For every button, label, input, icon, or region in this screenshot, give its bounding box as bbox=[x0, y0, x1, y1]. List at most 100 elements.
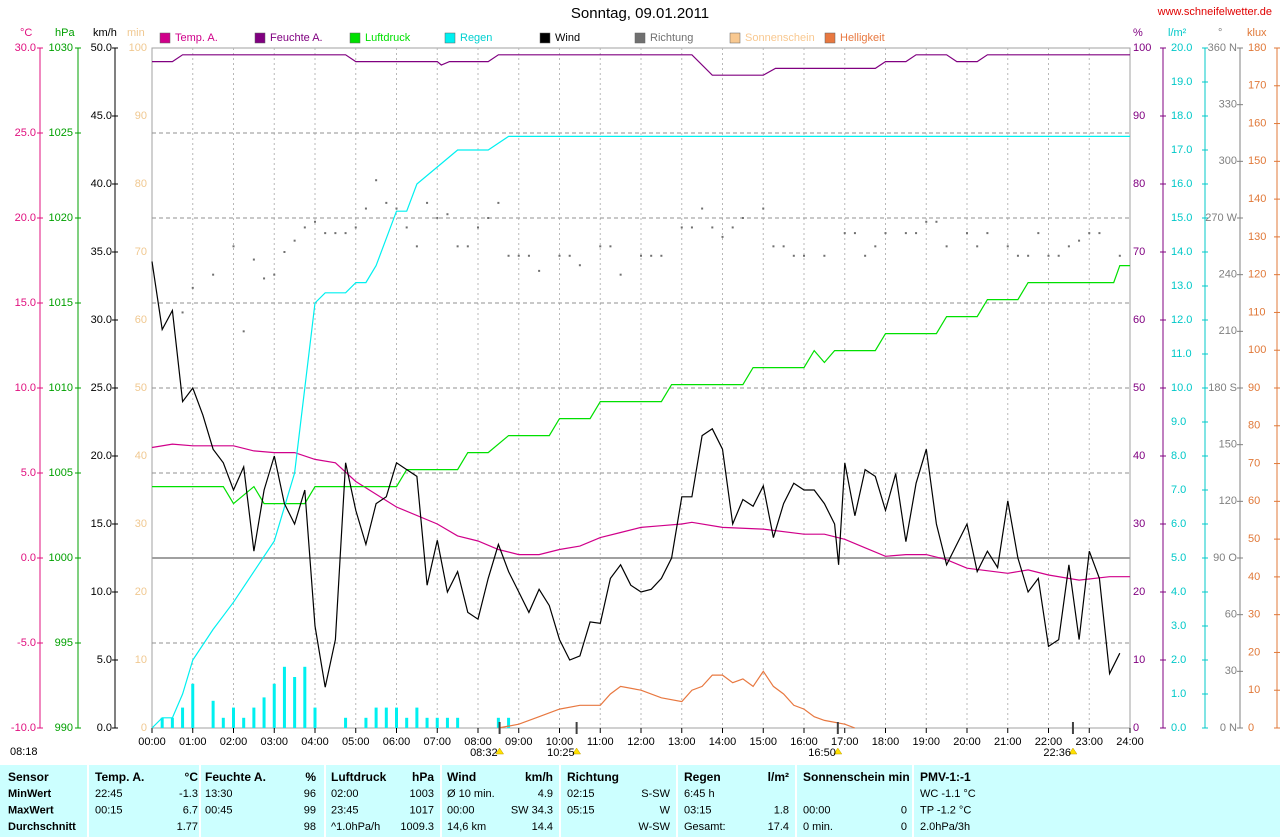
direction-dot bbox=[446, 213, 449, 216]
y-tick-label: 1005 bbox=[49, 467, 73, 479]
y-tick-label: 45.0 bbox=[91, 110, 112, 122]
table-cell: 0 bbox=[901, 804, 907, 816]
y-tick-label: 2.0 bbox=[1171, 654, 1186, 666]
series-line bbox=[498, 670, 856, 729]
rain-bar bbox=[344, 717, 348, 728]
direction-dot bbox=[466, 245, 469, 248]
annotation-label: 10:25 bbox=[547, 747, 575, 759]
direction-dot bbox=[1016, 254, 1019, 257]
rain-bar bbox=[242, 717, 246, 728]
direction-dot bbox=[874, 245, 877, 248]
y-tick-label: 10 bbox=[1133, 654, 1145, 666]
y-tick-label: 0 N bbox=[1220, 722, 1237, 734]
direction-dot bbox=[477, 226, 479, 229]
legend-label: Wind bbox=[555, 32, 580, 44]
y-tick-label: 19.0 bbox=[1171, 76, 1192, 88]
direction-dot bbox=[966, 232, 968, 235]
y-tick-label: 70 bbox=[1133, 246, 1145, 258]
x-tick-label: 05:00 bbox=[342, 736, 370, 748]
y-tick-label: 14.0 bbox=[1171, 246, 1192, 258]
x-tick-label: 08:00 bbox=[464, 736, 492, 748]
rain-bar bbox=[282, 666, 286, 728]
direction-dot bbox=[976, 245, 979, 248]
x-tick-label: 04:00 bbox=[301, 736, 329, 748]
y-tick-label: 1020 bbox=[49, 212, 73, 224]
y-tick-label: 0.0 bbox=[21, 552, 36, 564]
direction-dot bbox=[619, 273, 622, 276]
rain-bar bbox=[364, 717, 368, 728]
direction-dot bbox=[640, 254, 642, 257]
direction-dot bbox=[915, 232, 918, 235]
table-cell: 00:00 bbox=[447, 804, 475, 816]
direction-dot bbox=[1027, 254, 1030, 257]
rain-bar bbox=[303, 666, 307, 728]
y-tick-label: 1000 bbox=[49, 552, 73, 564]
y-tick-label: 60 bbox=[1248, 495, 1260, 507]
y-tick-label: 25.0 bbox=[15, 127, 36, 139]
series-line bbox=[152, 265, 1130, 505]
rain-bar bbox=[445, 717, 449, 728]
axis-unit: min bbox=[127, 27, 145, 39]
direction-dot bbox=[935, 220, 938, 223]
y-tick-label: 90 O bbox=[1213, 552, 1237, 564]
direction-dot bbox=[1067, 245, 1070, 248]
direction-dot bbox=[324, 232, 327, 235]
y-tick-label: 100 bbox=[1133, 42, 1151, 54]
chart-title: Sonntag, 09.01.2011 bbox=[571, 5, 709, 22]
y-tick-label: 9.0 bbox=[1171, 416, 1186, 428]
rain-bar bbox=[456, 717, 460, 728]
direction-dot bbox=[853, 232, 856, 235]
y-tick-label: 30 bbox=[1225, 665, 1237, 677]
direction-dot bbox=[487, 217, 490, 219]
y-tick-label: 170 bbox=[1248, 80, 1266, 92]
table-header: °C bbox=[185, 770, 199, 784]
legend-swatch bbox=[349, 32, 361, 44]
table-header: Sensor bbox=[8, 770, 49, 784]
direction-dot bbox=[273, 273, 276, 276]
y-tick-label: 50 bbox=[1133, 382, 1145, 394]
y-tick-label: 35.0 bbox=[91, 246, 112, 258]
y-tick-label: 60 bbox=[135, 314, 147, 326]
table-cell: 6.7 bbox=[183, 804, 198, 816]
direction-dot bbox=[517, 254, 520, 257]
direction-dot bbox=[711, 226, 714, 229]
legend-swatch bbox=[254, 32, 266, 44]
direction-dot bbox=[212, 273, 215, 276]
direction-dot bbox=[650, 254, 653, 257]
table-cell: 0 bbox=[901, 821, 907, 833]
table-cell: 23:45 bbox=[331, 804, 359, 816]
direction-dot bbox=[945, 245, 948, 248]
row-label: Durchschnitt bbox=[8, 821, 76, 833]
x-tick-label: 19:00 bbox=[912, 736, 940, 748]
rain-bar bbox=[211, 700, 215, 728]
y-tick-label: 180 bbox=[1248, 42, 1266, 54]
rain-bar bbox=[191, 683, 195, 728]
direction-dot bbox=[527, 254, 530, 257]
rain-bar bbox=[425, 717, 429, 728]
direction-dot bbox=[731, 226, 734, 229]
y-tick-label: 18.0 bbox=[1171, 110, 1192, 122]
x-tick-label: 13:00 bbox=[668, 736, 696, 748]
legend-label: Sonnenschein bbox=[745, 32, 815, 44]
x-tick-label: 20:00 bbox=[953, 736, 981, 748]
direction-dot bbox=[364, 207, 367, 210]
axis-unit: °C bbox=[20, 27, 32, 39]
rain-bar bbox=[384, 707, 388, 728]
y-tick-label: 40 bbox=[1133, 450, 1145, 462]
table-cell: 02:15 bbox=[567, 788, 595, 800]
y-tick-label: -5.0 bbox=[17, 637, 36, 649]
table-cell: 98 bbox=[304, 821, 316, 833]
x-tick-label: 18:00 bbox=[872, 736, 900, 748]
y-tick-label: 150 bbox=[1248, 155, 1266, 167]
y-tick-label: 160 bbox=[1248, 117, 1266, 129]
rain-bar bbox=[395, 707, 398, 728]
table-cell: W bbox=[660, 804, 671, 816]
direction-dot bbox=[762, 207, 765, 210]
direction-dot bbox=[864, 254, 867, 257]
y-tick-label: 7.0 bbox=[1171, 484, 1186, 496]
direction-dot bbox=[680, 226, 683, 229]
y-tick-label: 15.0 bbox=[15, 297, 36, 309]
y-tick-label: 10.0 bbox=[91, 586, 112, 598]
table-cell: WC -1.1 °C bbox=[920, 788, 976, 800]
